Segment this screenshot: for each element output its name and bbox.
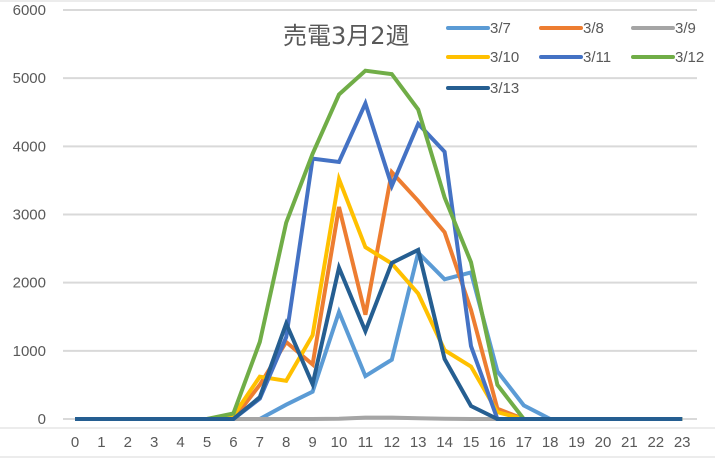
x-tick-label: 4 [176,434,184,451]
series-lines [75,68,683,421]
legend-item-3-12: 3/12 [631,49,704,66]
x-tick-label: 2 [124,434,132,451]
x-tick-label: 22 [647,434,664,451]
x-tick-label: 8 [282,434,290,451]
x-tick-label: 6 [229,434,237,451]
x-tick-label: 21 [621,434,638,451]
x-tick-label: 23 [674,434,691,451]
x-tick-label: 13 [410,434,427,451]
x-tick-label: 0 [71,434,79,451]
legend-item-3-9: 3/9 [631,20,696,37]
x-axis: 0 1 2 3 4 5 6 7 8 9 10 11 12 13 14 15 16 17 18 19 20 21 22 23 [71,434,691,451]
y-tick-label: 2000 [13,275,46,292]
x-tick-label: 19 [568,434,585,451]
x-tick-label: 15 [463,434,480,451]
y-axis: 0 1000 2000 3000 4000 5000 6000 [13,2,46,428]
x-tick-label: 3 [150,434,158,451]
y-tick-label: 5000 [13,70,46,87]
x-tick-label: 20 [595,434,612,451]
x-tick-label: 11 [358,434,374,451]
legend-label: 3/13 [490,80,519,97]
y-tick-label: 6000 [13,2,46,19]
x-tick-label: 12 [383,434,400,451]
x-tick-label: 5 [203,434,211,451]
y-tick-label: 3000 [13,207,46,224]
x-tick-label: 16 [489,434,506,451]
x-tick-label: 9 [308,434,316,451]
legend-label: 3/11 [583,49,611,66]
legend-item-3-13: 3/13 [446,80,519,97]
y-tick-label: 0 [38,411,46,428]
x-tick-label: 1 [97,434,105,451]
x-tick-label: 10 [331,434,348,451]
legend-item-3-10: 3/10 [446,49,519,66]
legend-label: 3/10 [490,49,519,66]
x-tick-label: 14 [436,434,453,451]
chart-title: 売電3月2週 [283,22,410,50]
x-tick-label: 17 [515,434,532,451]
legend-item-3-8: 3/8 [539,20,604,37]
legend-label: 3/7 [490,20,511,37]
legend-label: 3/12 [675,49,704,66]
y-tick-label: 4000 [13,138,46,155]
legend: 3/7 3/8 3/9 3/10 3/11 3/12 3/13 [446,20,704,97]
legend-label: 3/8 [583,20,604,37]
y-tick-label: 1000 [13,343,46,360]
x-tick-label: 18 [542,434,559,451]
legend-item-3-11: 3/11 [539,49,611,66]
legend-item-3-7: 3/7 [446,20,511,37]
series-line-3-13 [75,247,683,421]
x-tick-label: 7 [256,434,264,451]
legend-label: 3/9 [675,20,696,37]
